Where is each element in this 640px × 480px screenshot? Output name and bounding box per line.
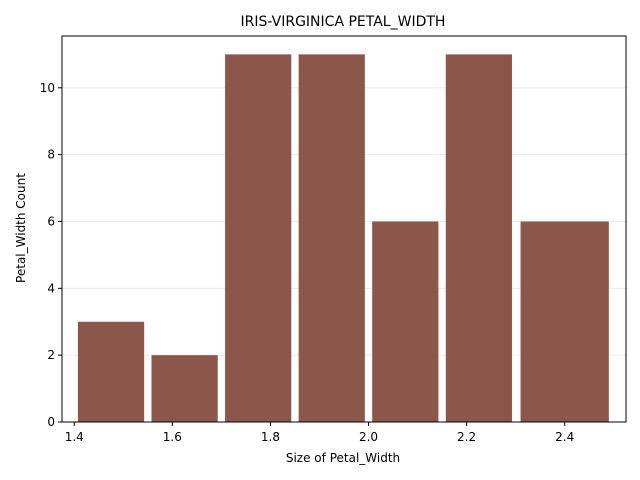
x-axis-label: Size of Petal_Width	[286, 451, 400, 465]
y-axis-label: Petal_Width Count	[14, 173, 28, 283]
y-tick-label: 2	[47, 348, 55, 362]
axes: 1.4 1.6 1.8 2.0 2.2 2.4 0 2 4 6 8 10	[40, 35, 627, 444]
x-tick-label: 1.6	[163, 430, 182, 444]
histogram-bar	[225, 54, 292, 422]
chart-title: IRIS-VIRGINICA PETAL_WIDTH	[241, 14, 446, 30]
histogram-bar	[445, 54, 512, 422]
x-tick-label: 2.0	[359, 430, 378, 444]
y-tick-label: 0	[47, 415, 55, 429]
y-tick-label: 10	[40, 81, 55, 95]
histogram-bar	[298, 54, 365, 422]
x-tick-label: 1.8	[261, 430, 280, 444]
x-tick-label: 2.2	[457, 430, 476, 444]
x-tick-label: 1.4	[65, 430, 84, 444]
y-tick-label: 8	[47, 148, 55, 162]
y-tick-label: 4	[47, 281, 55, 295]
bars	[77, 54, 609, 422]
plot-frame	[61, 35, 627, 423]
histogram-bar	[372, 221, 439, 422]
y-tick-label: 6	[47, 214, 55, 228]
histogram-bar	[151, 355, 218, 422]
histogram-bar	[77, 321, 145, 422]
x-tick-label: 2.4	[555, 430, 574, 444]
histogram-bar	[520, 221, 609, 422]
